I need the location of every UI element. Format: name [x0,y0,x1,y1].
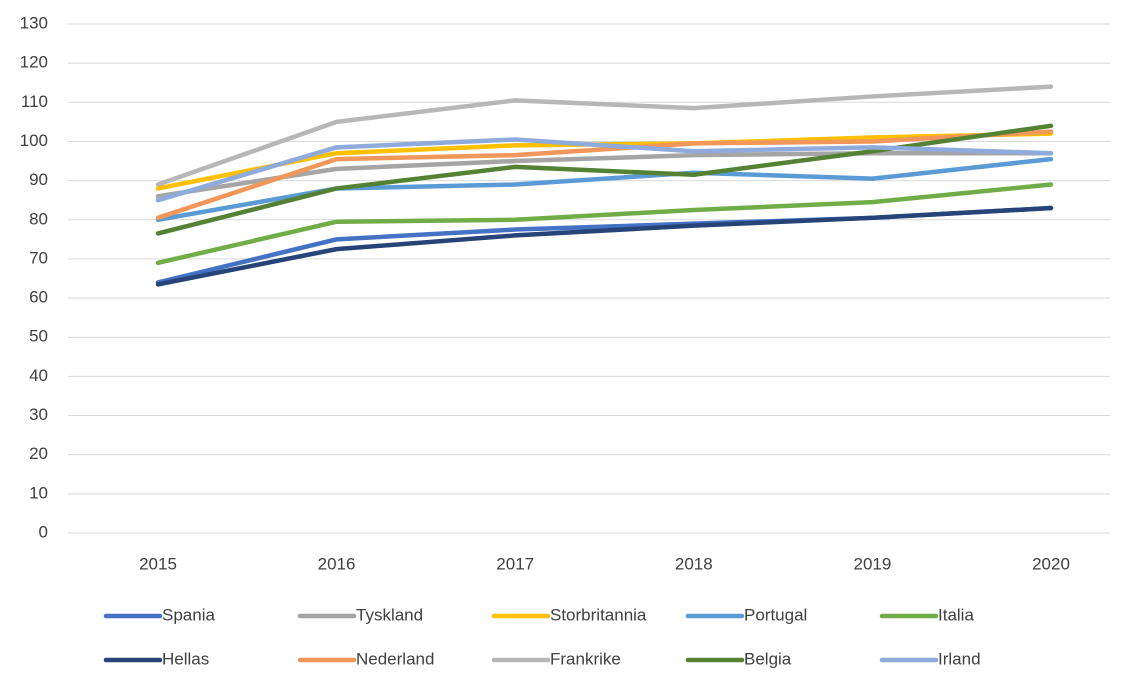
legend-label: Irland [938,649,981,668]
y-tick-label: 130 [20,13,48,32]
legend-label: Storbritannia [550,605,647,624]
series-line [155,150,1054,199]
legend-label: Nederland [356,649,434,668]
y-tick-label: 10 [29,483,48,502]
legend-label: Portugal [744,605,807,624]
y-tick-label: 30 [29,405,48,424]
y-tick-label: 120 [20,53,48,72]
legend-label: Belgia [744,649,792,668]
y-tick-label: 110 [21,92,48,111]
y-tick-label: 20 [29,444,48,463]
x-tick-label: 2015 [139,554,177,573]
series-line [155,129,1054,221]
x-tick-label: 2016 [318,554,356,573]
x-tick-label: 2019 [853,554,891,573]
series-line [155,84,1054,187]
y-tick-label: 70 [29,248,48,267]
series-line [155,137,1054,203]
x-tick-label: 2017 [496,554,534,573]
series-line [155,156,1054,223]
legend-label: Hellas [162,649,209,668]
legend-label: Spania [162,605,215,624]
y-tick-label: 90 [29,170,48,189]
y-tick-label: 60 [29,288,48,307]
x-tick-label: 2018 [675,554,713,573]
legend-label: Italia [938,605,974,624]
legend-label: Frankrike [550,649,621,668]
y-tick-label: 100 [20,131,48,150]
y-tick-label: 50 [29,327,48,346]
series-line [155,205,1054,287]
y-tick-label: 80 [29,209,48,228]
y-tick-label: 0 [39,522,48,541]
y-tick-label: 40 [29,366,48,385]
legend-label: Tyskland [356,605,423,624]
series-line [155,205,1054,285]
x-tick-label: 2020 [1032,554,1070,573]
series-line [155,182,1054,266]
